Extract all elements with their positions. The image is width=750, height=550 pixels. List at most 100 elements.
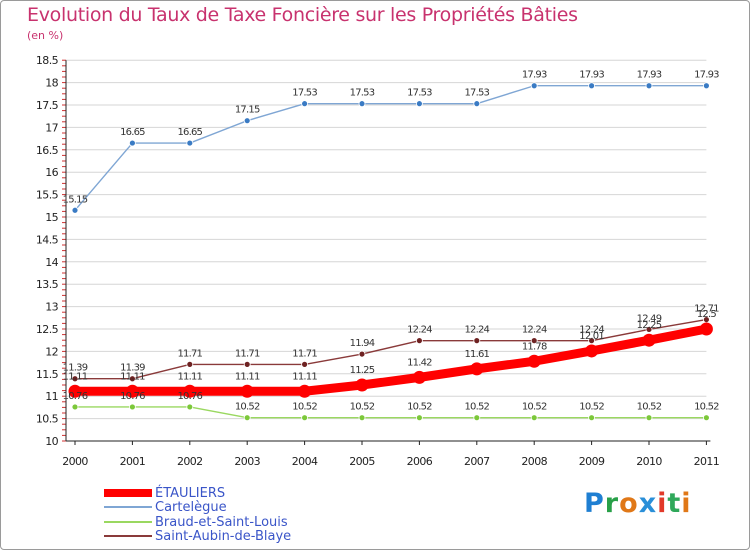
series-line-0	[70, 324, 711, 396]
data-label: 11.11	[120, 371, 145, 382]
data-point	[358, 414, 366, 422]
y-tick-label: 15	[45, 211, 58, 224]
data-point	[585, 344, 599, 358]
data-point	[642, 333, 656, 347]
data-label: 12.24	[579, 325, 604, 336]
data-point	[412, 370, 426, 384]
series-line-1	[74, 85, 708, 211]
data-label: 17.93	[579, 70, 604, 81]
data-label: 12.5	[697, 309, 717, 320]
data-label: 11.94	[350, 338, 375, 349]
data-point	[473, 337, 481, 345]
data-label: 16.65	[120, 127, 145, 138]
data-point	[128, 375, 136, 383]
data-point	[699, 322, 713, 336]
data-point	[588, 414, 595, 422]
y-tick-label: 10	[45, 435, 58, 448]
data-label: 10.76	[177, 391, 202, 402]
y-tick-label: 16.5	[36, 144, 59, 157]
data-label: 10.76	[120, 391, 145, 402]
data-label: 10.52	[350, 402, 375, 413]
y-tick-label: 18.5	[36, 54, 59, 67]
x-tick-label: 2001	[120, 455, 146, 468]
x-tick-label: 2004	[292, 455, 318, 468]
logo-letter: x	[638, 488, 658, 519]
data-point	[645, 326, 653, 333]
data-point	[703, 82, 710, 90]
data-point	[473, 100, 481, 108]
data-point	[358, 100, 366, 108]
data-point	[183, 384, 197, 398]
x-tick-label: 2003	[234, 455, 260, 468]
data-label: 11.42	[407, 357, 432, 368]
data-point	[125, 384, 139, 398]
data-label: 11.25	[350, 365, 375, 376]
data-label: 17.53	[350, 88, 375, 99]
data-point	[243, 360, 251, 368]
data-label: 10.52	[292, 402, 317, 413]
x-tick-label: 2006	[407, 455, 433, 468]
data-point	[243, 414, 251, 422]
data-point	[703, 414, 710, 422]
data-point	[355, 378, 369, 392]
x-tick-label: 2011	[694, 455, 720, 468]
data-label: 12.25	[637, 320, 662, 331]
x-tick-label: 2008	[521, 455, 547, 468]
data-label: 17.53	[407, 88, 432, 99]
data-point	[415, 337, 423, 345]
data-point	[240, 384, 254, 398]
series-line-3	[74, 318, 708, 380]
data-label: 17.93	[637, 70, 662, 81]
data-point	[186, 360, 194, 368]
data-label: 17.93	[694, 70, 719, 81]
data-point	[415, 100, 423, 108]
legend-label-etauliers: ÉTAULIERS	[155, 486, 226, 501]
data-point	[301, 360, 309, 368]
unit-label: (en %)	[27, 29, 64, 42]
data-point	[71, 375, 79, 383]
x-tick-label: 2007	[464, 455, 490, 468]
data-label: 17.93	[522, 70, 547, 81]
data-label: 12.24	[407, 325, 432, 336]
data-point	[470, 362, 484, 376]
y-tick-label: 12.5	[36, 323, 59, 336]
data-label: 11.78	[522, 341, 547, 352]
logo-letter: i	[681, 488, 692, 519]
logo-letter: t	[667, 488, 682, 519]
y-tick-label: 18	[45, 77, 58, 90]
logo-letter: i	[657, 488, 668, 519]
data-label: 10.52	[407, 402, 432, 413]
data-point	[473, 414, 481, 422]
data-point	[298, 384, 312, 398]
data-label: 10.52	[637, 402, 662, 413]
data-point	[301, 414, 309, 422]
data-point	[527, 354, 541, 368]
y-tick-label: 17.5	[36, 99, 59, 112]
chart-title: Evolution du Taux de Taxe Foncière sur l…	[27, 4, 578, 26]
logo-letter: P	[584, 488, 605, 519]
data-point	[128, 139, 136, 147]
data-label: 11.11	[177, 371, 202, 382]
data-label: 12.49	[637, 313, 662, 324]
proxiti-logo: Proxiti	[584, 488, 692, 519]
x-tick-label: 2010	[636, 455, 662, 468]
legend-label-braud: Braud-et-Saint-Louis	[155, 515, 288, 530]
data-point	[530, 414, 538, 422]
data-label: 10.52	[579, 402, 604, 413]
data-label: 12.01	[579, 331, 604, 342]
data-label: 17.53	[292, 88, 317, 99]
data-point	[358, 350, 366, 358]
data-label: 17.53	[464, 88, 489, 99]
data-label: 16.65	[177, 127, 202, 138]
legend-label-saint-aubin: Saint-Aubin-de-Blaye	[155, 529, 292, 544]
data-point	[71, 206, 79, 214]
data-point	[71, 403, 79, 411]
data-label: 11.39	[63, 363, 88, 374]
data-label: 10.52	[522, 402, 547, 413]
y-tick-label: 16	[45, 166, 58, 179]
data-point	[588, 337, 595, 345]
y-tick-label: 17	[45, 121, 58, 134]
data-point	[186, 403, 194, 411]
